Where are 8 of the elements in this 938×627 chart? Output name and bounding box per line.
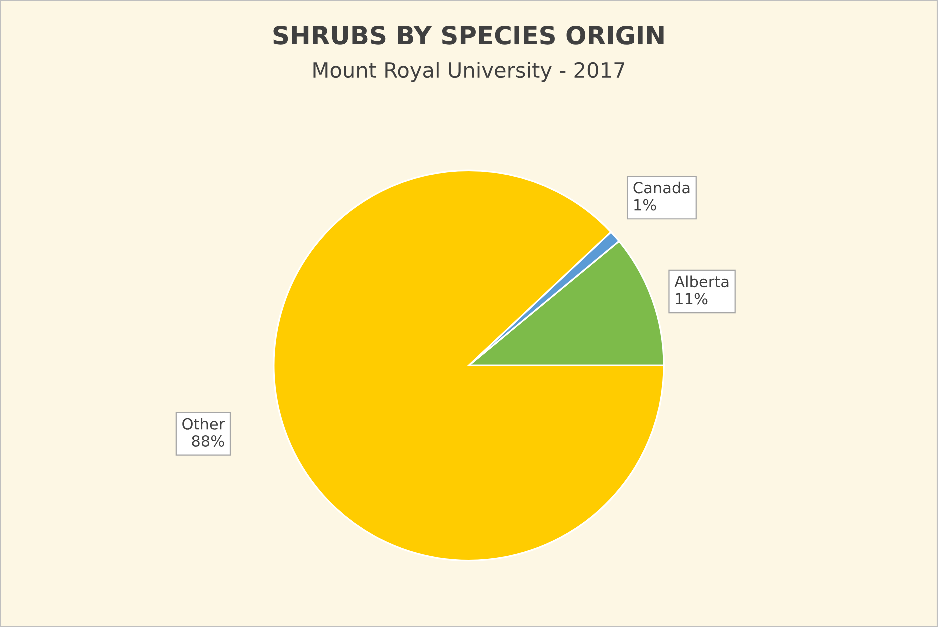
- chart-title: SHRUBS BY SPECIES ORIGIN: [274, 26, 664, 45]
- slice-label: Canada: [634, 182, 690, 194]
- slice-label: Other: [182, 418, 226, 430]
- slice-label: Alberta: [674, 276, 729, 288]
- data-label: 1%: [634, 199, 656, 211]
- data-label: 11%: [676, 293, 708, 305]
- chart-subtitle: Mount Royal University - 2017: [314, 62, 625, 82]
- data-label: 88%: [192, 435, 224, 447]
